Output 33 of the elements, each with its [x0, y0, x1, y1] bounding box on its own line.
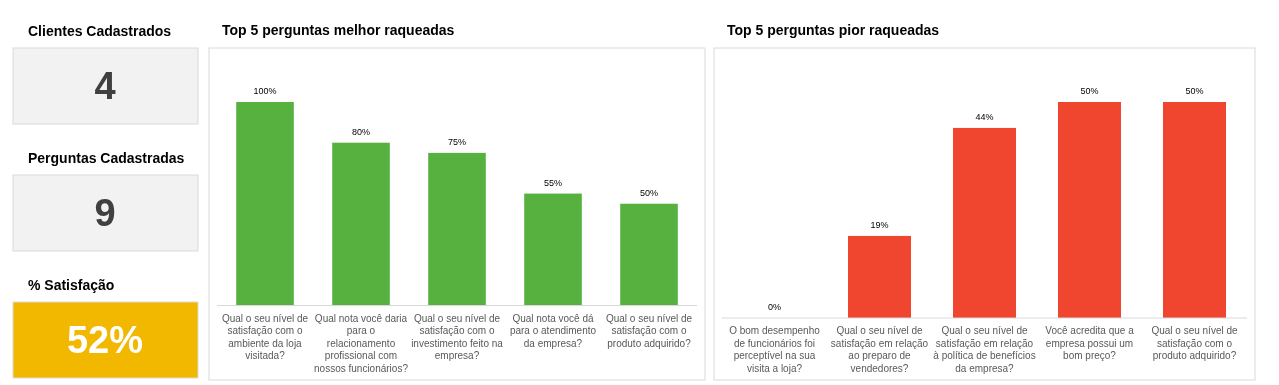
x-tick-label: Qual o seu nível de satisfação com o produto adquirido? [1151, 325, 1239, 361]
x-tick-label: Qual o seu nível de satisfação em relação ao preparo de vendedores? [830, 325, 929, 374]
text: Clientes Cadastrados [28, 23, 172, 39]
bar [620, 203, 678, 306]
x-tick-label: O bom desempenho de funcionários foi perceptível na sua visita a loja? [729, 325, 821, 374]
data-label: 55% [543, 177, 563, 188]
text: 52% [66, 319, 144, 361]
data-label: 50% [1185, 86, 1204, 96]
data-label: 44% [975, 111, 994, 122]
chart-title: Top 5 perguntas melhor raqueadas [222, 22, 455, 38]
data-label: 19% [870, 219, 889, 230]
text: % Satisfação [28, 277, 115, 293]
bar [332, 142, 390, 306]
data-label: 50% [639, 187, 659, 198]
data-label: 100% [253, 86, 277, 96]
x-tick-label: Qual o seu nível de satisfação com o produto adquirido? [605, 312, 693, 349]
data-label: 50% [1080, 86, 1099, 96]
data-label: 80% [351, 126, 371, 137]
chart-title: Top 5 perguntas pior raqueadas [727, 22, 940, 38]
x-tick-label: Qual o seu nível de satisfação em relação à política de benefícios da empresa? [933, 325, 1036, 374]
data-label: 0% [767, 302, 782, 312]
x-tick-label: Qual nota você dá para o atendimento da empresa? [509, 312, 597, 349]
text: 9 [94, 192, 116, 234]
x-tick-label: Qual o seu nível de satisfação com o ambiente da loja visitada? [221, 312, 309, 361]
bar [428, 152, 486, 306]
bar [236, 102, 294, 306]
x-tick-label: Qual nota você daria para o relacionamento profissional com nossos funcionários? [314, 312, 409, 374]
x-tick-label: Você acredita que a empresa possui um bom preço? [1045, 325, 1135, 361]
x-tick-label: Qual o seu nível de satisfação com o investimento feito na empresa? [411, 312, 504, 361]
bar [524, 193, 582, 306]
text: 4 [94, 65, 116, 107]
data-label: 75% [447, 136, 467, 147]
text: Perguntas Cadastradas [28, 150, 185, 166]
